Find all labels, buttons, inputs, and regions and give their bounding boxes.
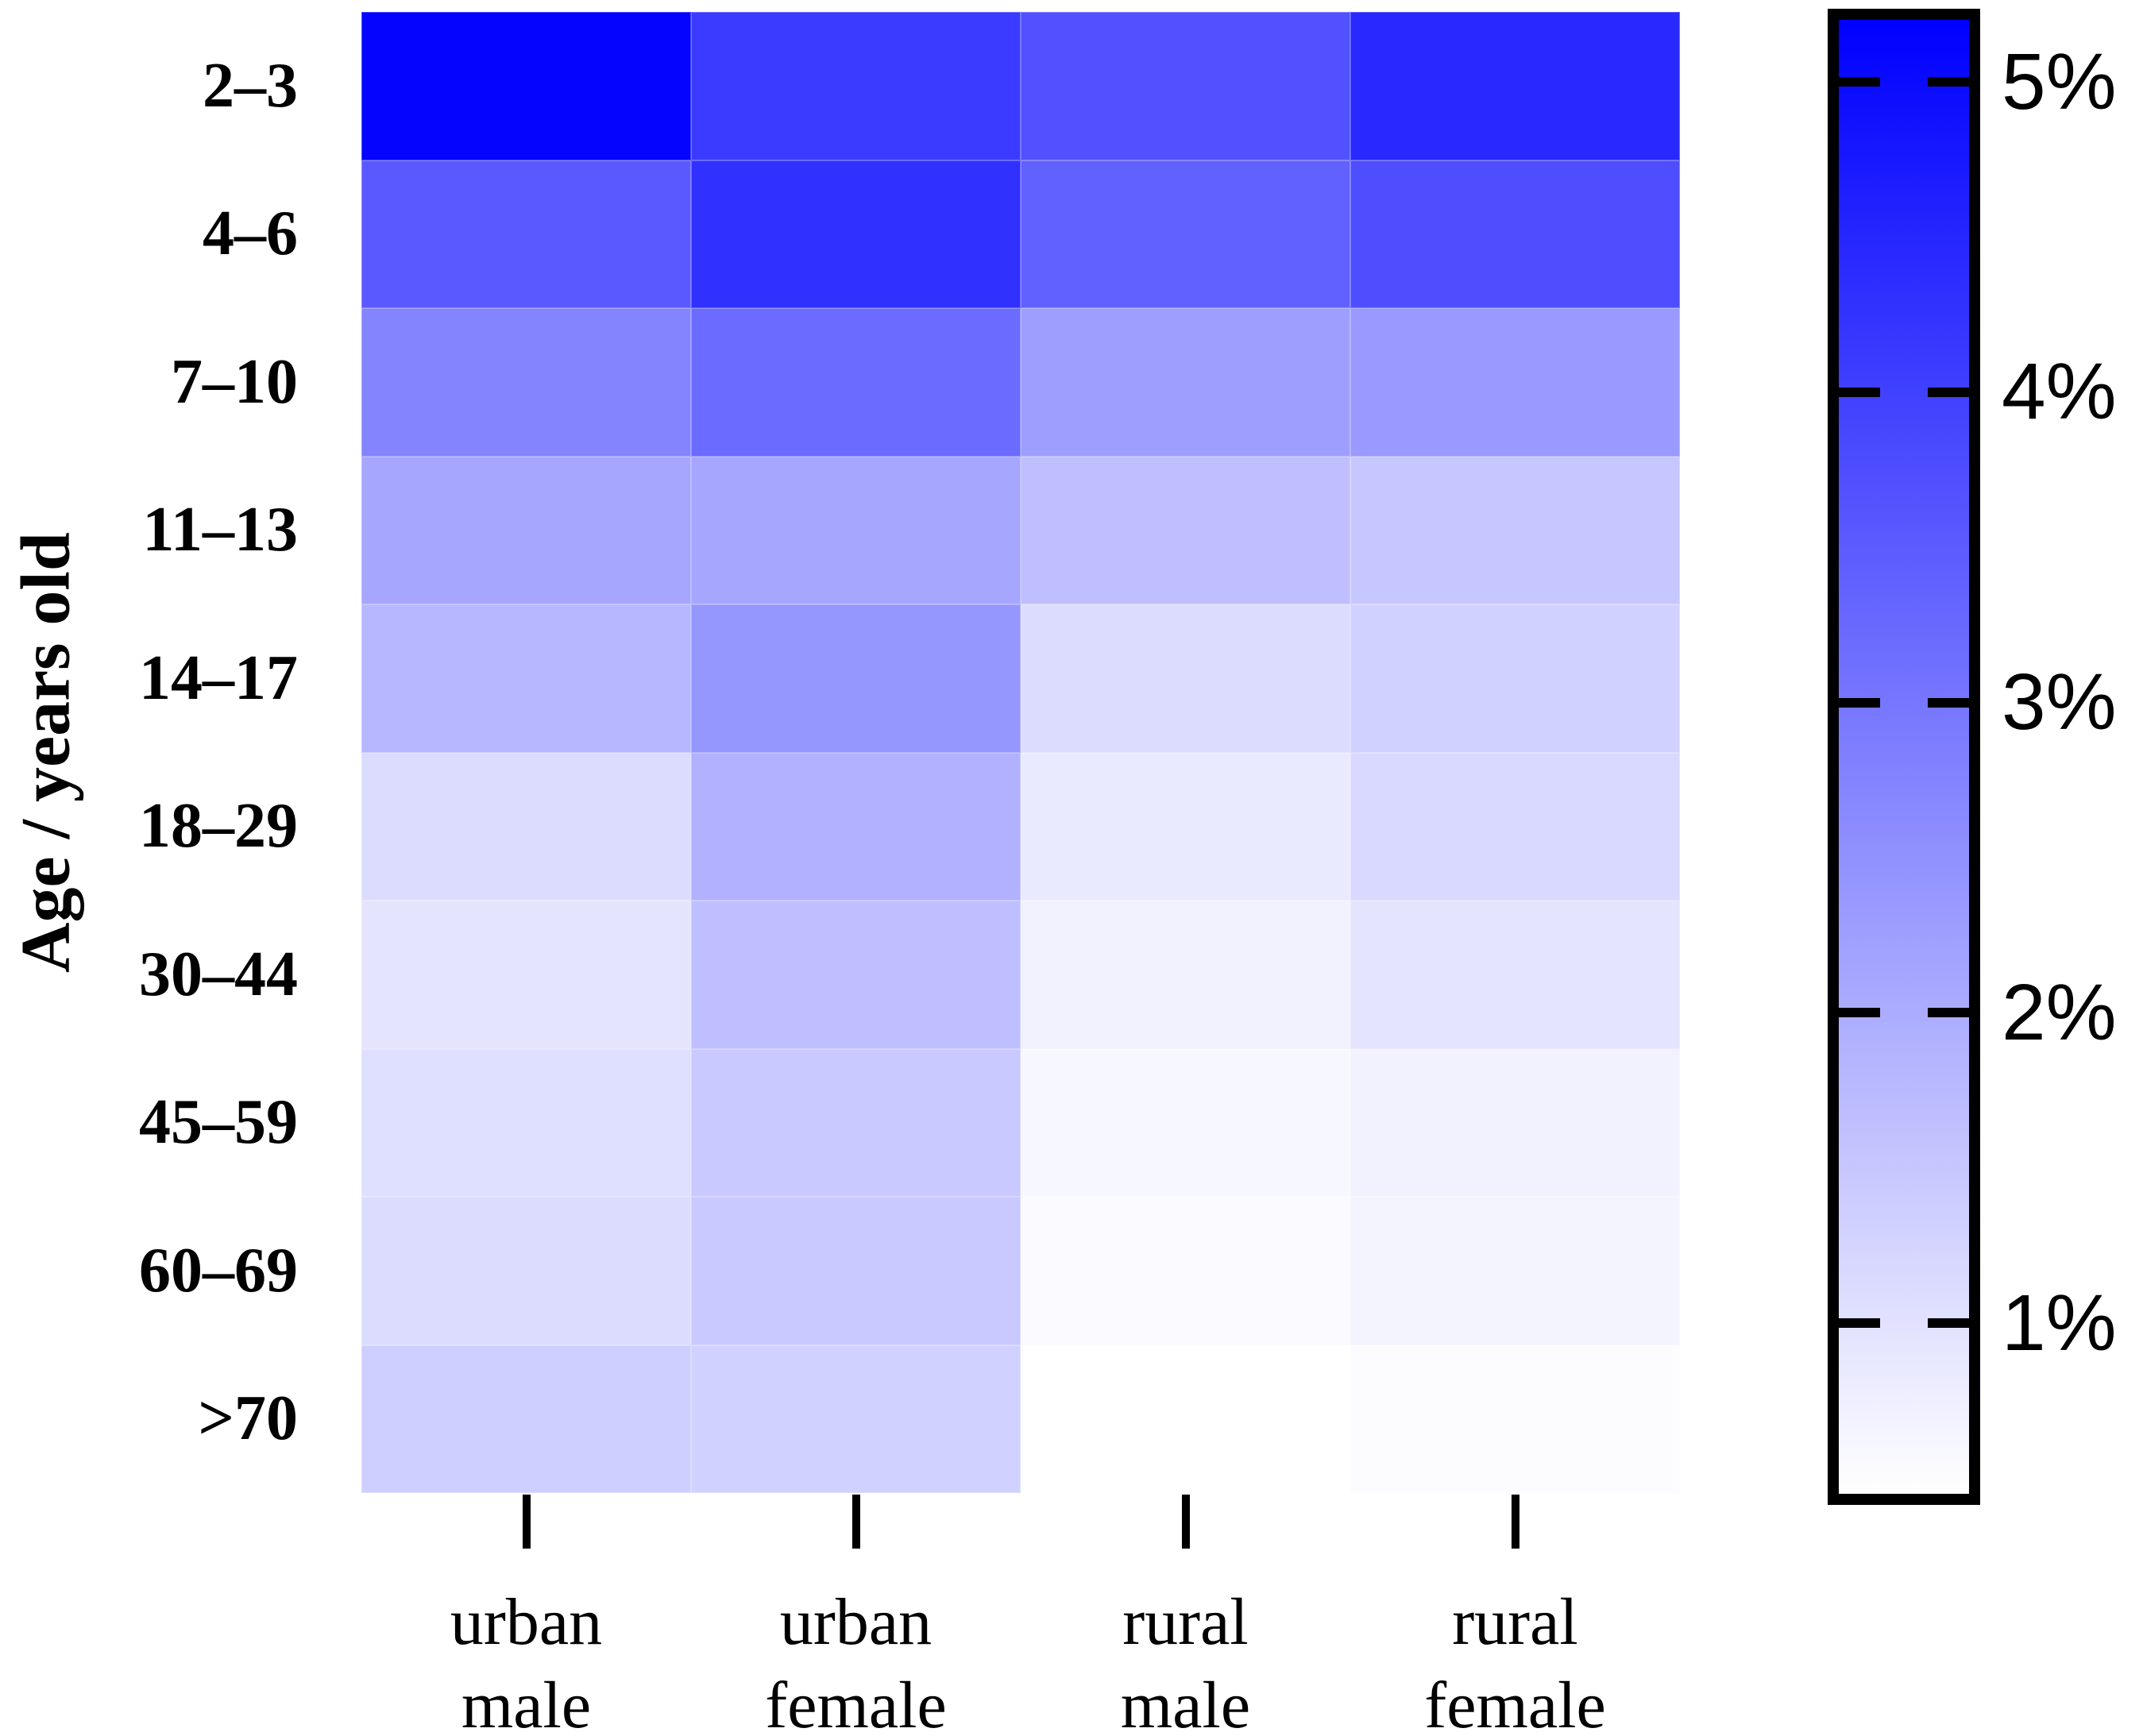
heatmap-cell: [1021, 160, 1350, 309]
x-tick-mark: [1512, 1495, 1519, 1549]
x-tick-label: ruralfemale: [1350, 1580, 1680, 1736]
heatmap-cell: [361, 457, 691, 605]
heatmap-cell: [1350, 1197, 1680, 1345]
heatmap-cell: [1350, 12, 1680, 160]
y-tick-label: 30–44: [0, 901, 326, 1049]
heatmap-cell: [691, 12, 1021, 160]
heatmap-cell: [361, 604, 691, 753]
colorbar-tick-mark: [1928, 388, 1969, 397]
heatmap-cell: [691, 1197, 1021, 1345]
heatmap-cell: [1350, 1049, 1680, 1198]
heatmap-cell: [361, 753, 691, 901]
colorbar-tick-mark: [1839, 1008, 1880, 1017]
colorbar-tick-label: 3%: [2002, 655, 2143, 750]
colorbar-tick-mark: [1928, 1008, 1969, 1017]
colorbar-gradient: [1839, 20, 1969, 1494]
y-tick-label: 45–59: [0, 1049, 326, 1198]
heatmap-cell: [1350, 457, 1680, 605]
heatmap-cell: [691, 160, 1021, 309]
x-tick-label: ruralmale: [1021, 1580, 1350, 1736]
heatmap-cell: [691, 753, 1021, 901]
colorbar-tick-label: 2%: [2002, 965, 2143, 1060]
heatmap-cell: [361, 1345, 691, 1494]
y-tick-label: 2–3: [0, 12, 326, 160]
y-tick-label: 18–29: [0, 753, 326, 901]
x-tick-label: urbanmale: [361, 1580, 691, 1736]
x-tick-mark: [852, 1495, 860, 1549]
colorbar-tick-mark: [1928, 698, 1969, 708]
heatmap-cell: [1350, 901, 1680, 1049]
heatmap-cell: [1350, 753, 1680, 901]
colorbar-tick-mark: [1839, 77, 1880, 87]
heatmap-cell: [361, 160, 691, 309]
colorbar-tick-label: 1%: [2002, 1275, 2143, 1371]
heatmap-cell: [361, 1049, 691, 1198]
heatmap-grid: [361, 12, 1680, 1493]
colorbar: [1828, 9, 1980, 1505]
heatmap-cell: [1021, 1049, 1350, 1198]
colorbar-tick-label: 4%: [2002, 345, 2143, 440]
heatmap-cell: [361, 308, 691, 457]
y-tick-label: 60–69: [0, 1197, 326, 1345]
y-tick-label: >70: [0, 1345, 326, 1494]
colorbar-tick-label: 5%: [2002, 34, 2143, 129]
x-tick-mark: [1182, 1495, 1190, 1549]
heatmap-cell: [1021, 753, 1350, 901]
heatmap-cell: [691, 901, 1021, 1049]
heatmap-cell: [1021, 308, 1350, 457]
heatmap-cell: [361, 901, 691, 1049]
heatmap-cell: [691, 1049, 1021, 1198]
colorbar-tick-mark: [1839, 388, 1880, 397]
colorbar-tick-mark: [1928, 1318, 1969, 1328]
heatmap-cell: [1021, 1345, 1350, 1494]
heatmap-cell: [1350, 604, 1680, 753]
heatmap-cell: [1021, 12, 1350, 160]
heatmap-cell: [1350, 1345, 1680, 1494]
colorbar-tick-mark: [1839, 1318, 1880, 1328]
heatmap-cell: [691, 604, 1021, 753]
heatmap-cell: [361, 1197, 691, 1345]
y-tick-label: 4–6: [0, 160, 326, 309]
heatmap-cell: [1350, 308, 1680, 457]
colorbar-tick-mark: [1928, 77, 1969, 87]
x-tick-label: urbanfemale: [691, 1580, 1021, 1736]
y-tick-label: 7–10: [0, 308, 326, 457]
heatmap-cell: [361, 12, 691, 160]
heatmap-cell: [1021, 457, 1350, 605]
heatmap-cell: [691, 1345, 1021, 1494]
heatmap-cell: [691, 457, 1021, 605]
heatmap-cell: [691, 308, 1021, 457]
heatmap-cell: [1021, 1197, 1350, 1345]
x-tick-mark: [523, 1495, 531, 1549]
heatmap-cell: [1350, 160, 1680, 309]
heatmap-figure: Age / years old 2–34–67–1011–1314–1718–2…: [0, 0, 2143, 1736]
heatmap-cell: [1021, 604, 1350, 753]
y-tick-label: 14–17: [0, 604, 326, 753]
heatmap-cell: [1021, 901, 1350, 1049]
y-tick-label: 11–13: [0, 457, 326, 605]
colorbar-tick-mark: [1839, 698, 1880, 708]
